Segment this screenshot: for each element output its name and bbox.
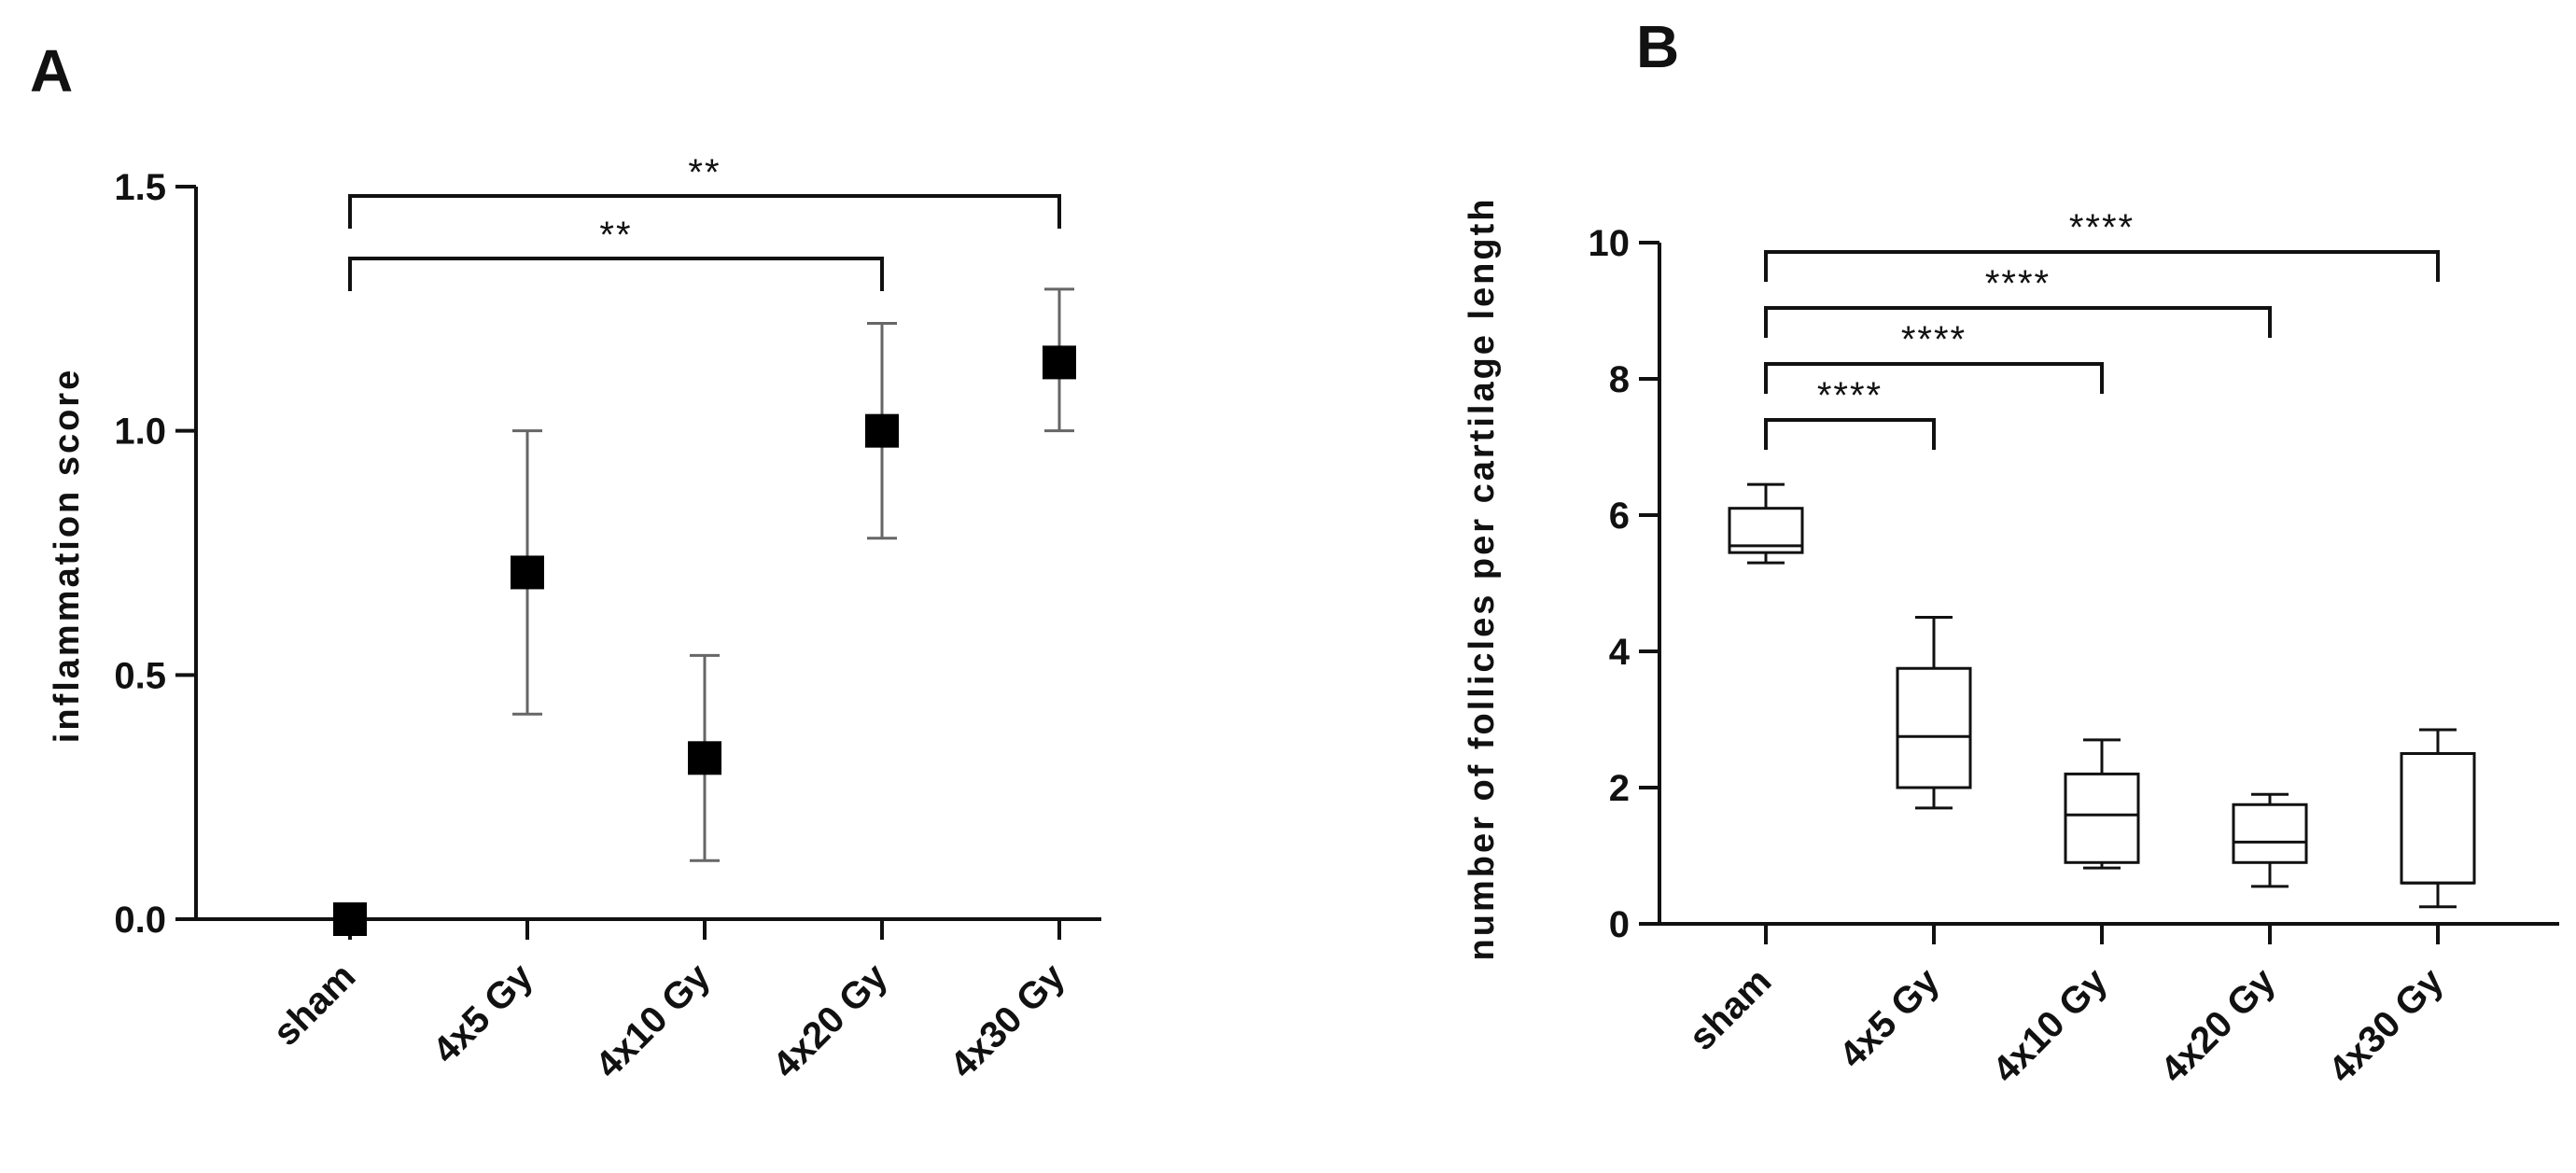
panel-b-category-label-sham: sham: [1681, 960, 1779, 1058]
panel-b-significance-label-4x20-gy: ****: [1985, 263, 2051, 304]
panel-b-category-label-4x10-gy: 4x10 Gy: [1985, 960, 2116, 1091]
panel-a-y-tick-label: 1.5: [114, 167, 166, 208]
panel-a-mean-marker-4x10-gy: [688, 741, 721, 775]
panel-b-y-tick-label: 10: [1589, 223, 1631, 264]
panel-b-box-4x20-gy: [2232, 803, 2308, 864]
panel-b-y-axis-label: number of follicles per cartilage length: [1463, 197, 1502, 961]
panel-b-significance-label-4x30-gy: ****: [2069, 207, 2135, 248]
panel-a-significance-label-4x20-gy: **: [599, 215, 632, 256]
panel-b-significance-bracket-4x10-gy: [1764, 362, 2104, 394]
panel-a-category-label-4x5-gy: 4x5 Gy: [425, 956, 540, 1071]
panel-a-letter: A: [30, 37, 73, 105]
panel-a: A inflammation score 0.0 0.5 1.0 1.5 sham 4x5…: [30, 37, 1101, 1086]
panel-a-category-label-sham: sham: [265, 956, 363, 1054]
panel-b-significance-label-4x10-gy: ****: [1901, 319, 1967, 360]
panel-a-y-tick-label: 1.0: [114, 412, 166, 453]
panel-a-mean-marker-4x20-gy: [865, 413, 899, 448]
panel-b: B number of follicles per cartilage leng…: [1463, 13, 2559, 1091]
panel-b-y-tick-label: 8: [1609, 359, 1630, 400]
panel-b-y-tick-label: 2: [1609, 768, 1630, 809]
panel-b-y-tick-label: 6: [1609, 496, 1630, 537]
panel-b-significance-label-4x5-gy: ****: [1817, 375, 1883, 416]
panel-b-y-tick-label: 0: [1609, 904, 1630, 945]
panel-b-box-4x5-gy: [1896, 666, 1972, 789]
panel-b-box-4x10-gy: [2064, 772, 2140, 864]
panel-b-category-label-4x5-gy: 4x5 Gy: [1831, 960, 1947, 1076]
panel-b-category-label-4x20-gy: 4x20 Gy: [2153, 960, 2284, 1091]
panel-a-category-label-4x20-gy: 4x20 Gy: [765, 956, 896, 1086]
panel-a-significance-bracket-4x20-gy: [348, 257, 884, 291]
panel-a-significance-bracket-4x30-gy: [348, 194, 1061, 229]
panel-a-category-label-4x10-gy: 4x10 Gy: [588, 956, 719, 1086]
panel-a-y-tick-label: 0.0: [114, 900, 166, 941]
panel-b-box-4x30-gy: [2400, 752, 2476, 885]
panel-a-y-tick-label: 0.5: [114, 655, 166, 696]
panel-a-mean-marker-sham: [333, 902, 367, 936]
panel-b-significance-bracket-4x5-gy: [1764, 418, 1936, 450]
panel-a-significance-label-4x30-gy: **: [688, 152, 721, 193]
panel-a-y-axis-label: inflammation score: [48, 368, 87, 743]
panel-b-y-tick-label: 4: [1609, 632, 1631, 673]
panel-b-significance-bracket-4x30-gy: [1764, 250, 2440, 282]
panel-a-category-label-4x30-gy: 4x30 Gy: [943, 956, 1073, 1086]
panel-a-mean-marker-4x30-gy: [1043, 345, 1076, 380]
panel-b-category-label-4x30-gy: 4x30 Gy: [2321, 960, 2452, 1091]
panel-b-letter: B: [1636, 13, 1679, 80]
panel-a-mean-marker-4x5-gy: [511, 555, 544, 590]
panel-b-significance-bracket-4x20-gy: [1764, 306, 2272, 338]
